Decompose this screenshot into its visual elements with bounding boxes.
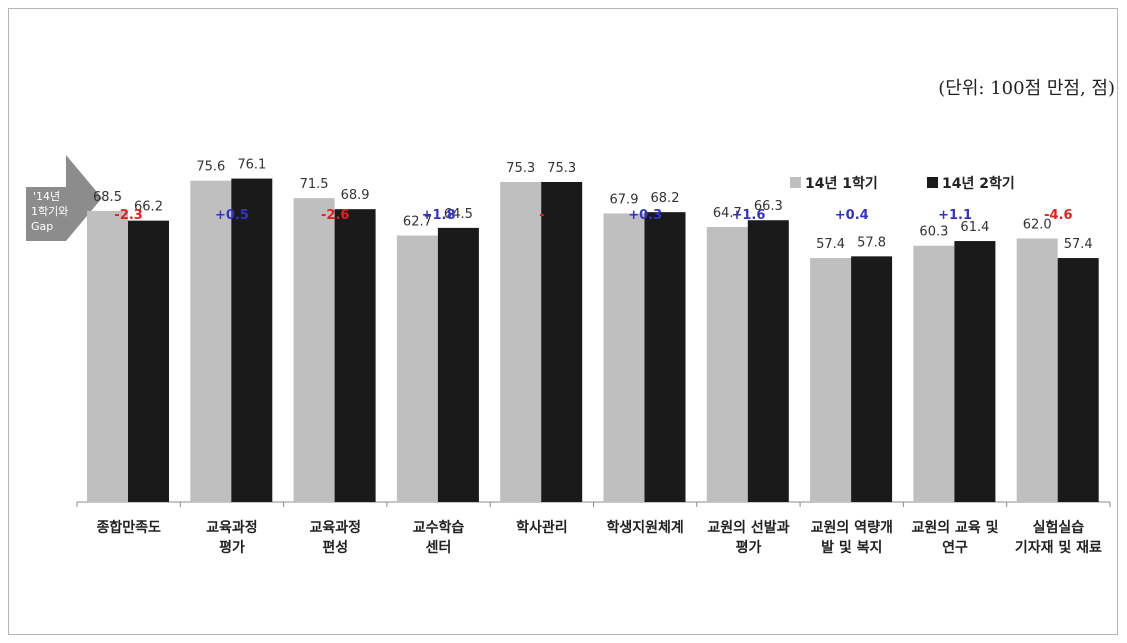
bar-series-2: [541, 181, 583, 502]
bar-series-2: [644, 212, 686, 502]
value-label-series-1: 67.9: [610, 192, 639, 207]
value-label-series-2: 76.1: [237, 158, 266, 173]
legend-swatch-1: [790, 177, 801, 188]
bar-series-1: [1016, 238, 1058, 502]
value-label-series-1: 62.7: [403, 215, 432, 230]
gap-label: +1.1: [938, 208, 972, 223]
bar-series-2: [954, 241, 996, 503]
legend-swatch-2: [927, 177, 938, 188]
category-label: 교수학습: [413, 520, 465, 536]
bar-series-1: [87, 210, 128, 502]
gap-label: +1.6: [731, 208, 765, 223]
bar-series-2: [851, 256, 893, 502]
category-label: 종합만족도: [96, 519, 161, 536]
value-label-series-1: 68.5: [93, 190, 122, 205]
category-label: 연구: [942, 540, 968, 556]
gap-badge: '14년 1학기와 Gap: [26, 155, 102, 241]
category-label: 교원의 선발과: [707, 519, 789, 536]
gap-label: -4.6: [1044, 208, 1072, 223]
bar-series-2: [231, 178, 273, 502]
category-label: 교원의 교육 및: [912, 519, 999, 536]
category-label: 편성: [322, 539, 348, 556]
value-label-series-2: 57.4: [1064, 237, 1093, 252]
category-label: 학생지원체계: [607, 520, 684, 536]
gap-badge-line-2: 1학기와: [31, 205, 68, 218]
bar-series-1: [293, 198, 335, 502]
value-label-series-2: 64.5: [444, 207, 473, 222]
gap-label: +1.8: [422, 208, 456, 223]
category-label: 발 및 복지: [821, 539, 882, 556]
value-label-series-1: 64.7: [713, 206, 742, 221]
value-label-series-1: 71.5: [300, 177, 329, 192]
value-label-series-1: 60.3: [919, 225, 948, 240]
gap-badge-arrow: [26, 155, 102, 241]
bar-series-2: [128, 220, 169, 502]
legend-label-2: 14년 2학기: [942, 176, 1015, 192]
value-label-series-2: 75.3: [547, 161, 576, 176]
value-label-series-1: 62.0: [1023, 218, 1052, 233]
gap-badge-line-3: Gap: [31, 220, 53, 233]
gap-label: -2.6: [321, 208, 349, 223]
bar-series-1: [190, 180, 232, 502]
unit-note: (단위: 100점 만점, 점): [938, 78, 1115, 99]
category-label: 평가: [219, 539, 245, 556]
value-label-series-2: 68.9: [341, 188, 370, 203]
bar-series-1: [913, 245, 955, 502]
category-label: 센터: [426, 540, 452, 556]
gap-label: -: [539, 208, 544, 223]
category-label: 교원의 역량개: [811, 519, 893, 536]
category-label: 학사관리: [516, 519, 568, 536]
bar-series-1: [396, 235, 438, 502]
value-label-series-2: 57.8: [857, 235, 886, 250]
bar-series-1: [810, 258, 852, 502]
value-label-series-2: 68.2: [651, 191, 680, 206]
category-label: 교육과정: [309, 519, 361, 536]
value-label-series-1: 75.6: [196, 160, 225, 175]
gap-label: +0.4: [835, 208, 869, 223]
bar-series-1: [706, 227, 748, 502]
legend-label-1: 14년 1학기: [805, 176, 878, 192]
bar-series-2: [747, 220, 789, 502]
value-label-series-2: 66.3: [754, 199, 783, 214]
category-label: 실험실습: [1033, 519, 1085, 536]
bar-series-1: [500, 181, 542, 502]
gap-label: +0.3: [628, 208, 662, 223]
category-label: 평가: [736, 539, 762, 556]
bar-series-2: [334, 209, 376, 503]
bar-series-2: [437, 227, 479, 502]
bar-series-1: [603, 213, 645, 503]
value-label-series-1: 75.3: [506, 161, 535, 176]
gap-label: +0.5: [215, 208, 249, 223]
value-label-series-2: 61.4: [960, 220, 989, 235]
gap-label: -2.3: [114, 208, 142, 223]
category-label: 교육과정: [206, 519, 258, 536]
value-label-series-1: 57.4: [816, 237, 845, 252]
gap-badge-line-1: '14년: [33, 190, 60, 203]
bar-series-2: [1057, 258, 1099, 502]
category-label: 기자재 및 재료: [1015, 539, 1102, 556]
legend: 14년 1학기 14년 2학기: [790, 176, 1015, 192]
value-label-series-2: 66.2: [134, 200, 163, 215]
